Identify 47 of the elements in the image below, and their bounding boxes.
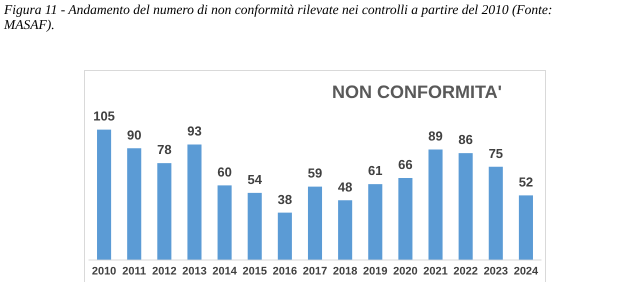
- x-tick-label: 2016: [272, 265, 298, 278]
- x-tick-label: 2014: [212, 265, 238, 278]
- data-label: 89: [428, 128, 443, 144]
- data-label: 86: [458, 132, 473, 148]
- data-label: 54: [248, 172, 263, 187]
- data-label: 60: [217, 164, 232, 180]
- data-label: 93: [187, 124, 202, 139]
- bar: [248, 192, 262, 260]
- x-tick-label: 2024: [514, 265, 540, 278]
- bar: [518, 195, 533, 260]
- x-tick-label: 2010: [92, 265, 116, 278]
- bar: [308, 186, 322, 260]
- x-tick-label: 2022: [453, 265, 478, 278]
- x-tick-label: 2023: [484, 265, 508, 278]
- x-tick-label: 2019: [363, 265, 388, 278]
- bar: [338, 200, 352, 260]
- data-label: 66: [398, 157, 413, 172]
- data-label: 105: [93, 108, 115, 124]
- data-label: 61: [368, 163, 382, 178]
- bar: [187, 144, 202, 260]
- x-tick-label: 2021: [423, 265, 448, 278]
- x-tick-label: 2012: [152, 265, 177, 278]
- data-label: 59: [308, 166, 322, 181]
- data-label: 75: [488, 146, 504, 161]
- data-label: 38: [278, 192, 292, 207]
- bar: [127, 148, 142, 260]
- x-tick-label: 2017: [302, 265, 328, 278]
- x-tick-label: 2013: [182, 265, 207, 278]
- bar: [488, 166, 503, 260]
- bar: [368, 184, 382, 260]
- x-tick-label: 2020: [393, 265, 418, 278]
- chart-title: NON CONFORMITA': [332, 82, 502, 102]
- data-label: 48: [338, 179, 352, 194]
- x-tick-label: 2015: [242, 265, 267, 278]
- text: Figura 11 - Andamento del numero di non conformità rilevate nei controlli a partire del 2010 (Fonte: MASAF).: [4, 2, 554, 32]
- bar: [218, 185, 232, 260]
- data-label: 90: [126, 127, 142, 142]
- bar: [97, 130, 112, 260]
- bar: [278, 212, 292, 260]
- bar: [398, 178, 412, 260]
- x-tick-label: 2018: [332, 265, 358, 278]
- data-label: 52: [518, 174, 534, 190]
- x-tick-label: 2011: [122, 265, 146, 278]
- bar: [157, 163, 172, 260]
- bar: [458, 153, 473, 260]
- data-label: 78: [157, 142, 172, 158]
- bar: [428, 149, 443, 260]
